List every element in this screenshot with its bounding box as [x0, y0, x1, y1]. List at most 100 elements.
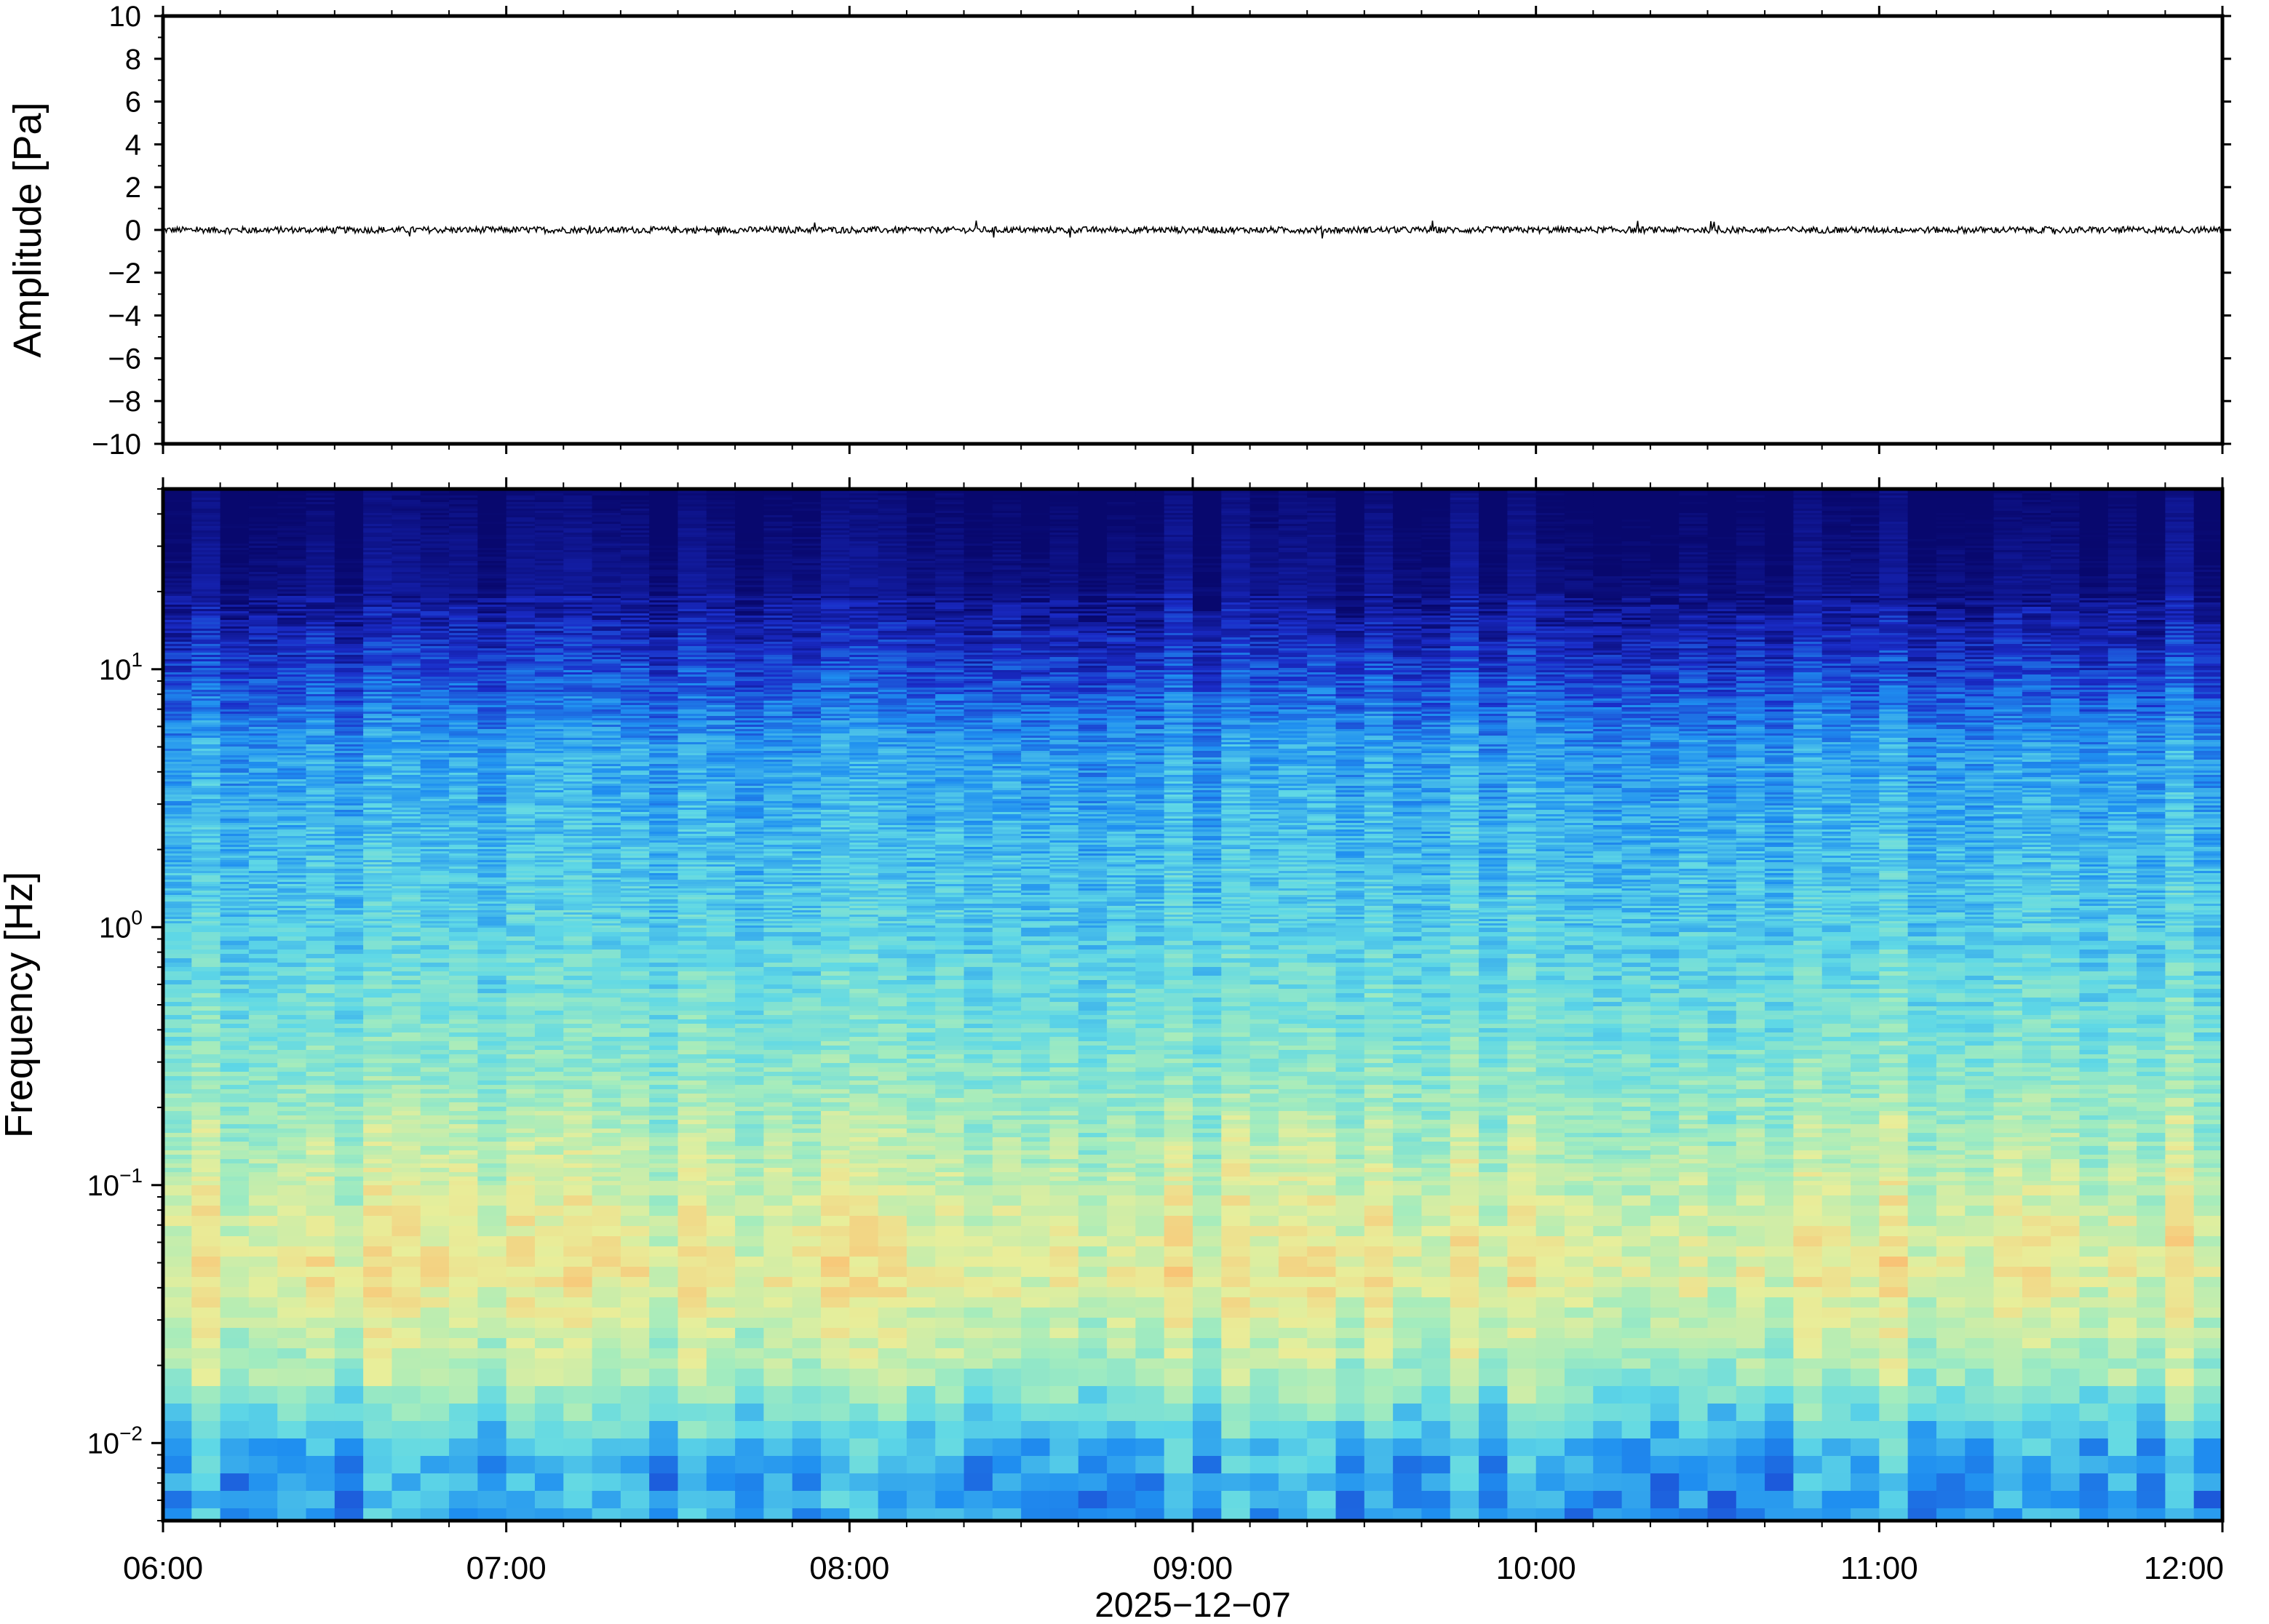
- spectrogram-cell: [449, 976, 478, 981]
- spectrogram-cell: [563, 1386, 592, 1404]
- spectrogram-cell: [421, 1024, 450, 1029]
- spectrogram-cell: [249, 1076, 278, 1081]
- spectrogram-cell: [421, 1094, 450, 1099]
- spectrogram-cell: [220, 1002, 250, 1007]
- spectrogram-cell: [563, 1142, 592, 1147]
- spectrogram-cell: [621, 1195, 650, 1206]
- spectrogram-cell: [621, 1129, 650, 1134]
- spectrogram-cell: [392, 993, 421, 998]
- spectrogram-cell: [363, 1146, 392, 1151]
- spectrogram-cell: [392, 1089, 421, 1094]
- spectrogram-cell: [621, 1019, 650, 1024]
- spectrogram-cell: [335, 1011, 364, 1016]
- spectrogram-cell: [477, 1133, 506, 1138]
- spectrogram-cell: [392, 1338, 421, 1349]
- spectrogram-cell: [621, 1181, 650, 1186]
- spectrogram-cell: [506, 1172, 536, 1177]
- spectrogram-cell: [220, 1338, 250, 1349]
- spectrogram-cell: [449, 928, 478, 933]
- spectrogram-cell: [506, 1185, 536, 1196]
- spectrogram-cell: [449, 936, 478, 942]
- spectrogram-cell: [506, 1059, 536, 1064]
- spectrogram-cell: [477, 945, 506, 950]
- spectrogram-cell: [621, 1006, 650, 1011]
- spectrogram-heatmap: [163, 489, 2223, 1527]
- spectrogram-cell: [363, 958, 392, 963]
- spectrogram-cell: [563, 1159, 592, 1164]
- spectrogram-cell: [249, 1348, 278, 1359]
- spectrogram-cell: [477, 1404, 506, 1422]
- spectrogram-cell: [163, 1491, 192, 1509]
- spectrogram-cell: [477, 932, 506, 937]
- spectrogram-cell: [249, 1072, 278, 1077]
- waveform-y-tick-label: −4: [108, 300, 141, 333]
- spectrogram-cell: [392, 1181, 421, 1186]
- spectrogram-cell: [535, 1155, 564, 1160]
- spectrogram-cell: [277, 1369, 306, 1387]
- spectrogram-cell: [191, 958, 220, 963]
- spectrogram-cell: [249, 1404, 278, 1422]
- spectrogram-cell: [477, 963, 506, 968]
- spectrogram-cell: [449, 1185, 478, 1196]
- spectrogram-cell: [563, 1111, 592, 1116]
- spectrogram-cell: [306, 1404, 335, 1422]
- spectrogram-cell: [392, 1246, 421, 1257]
- spectrogram-cell: [335, 1358, 364, 1369]
- spectrogram-cell: [306, 1277, 335, 1288]
- spectrogram-cell: [306, 993, 335, 998]
- spectrogram-cell: [392, 1163, 421, 1169]
- waveform-y-tick-label: 2: [125, 172, 141, 204]
- spectrogram-cell: [477, 1124, 506, 1129]
- spectrogram-cell: [477, 989, 506, 994]
- spectrogram-cell: [621, 1133, 650, 1138]
- spectrogram-cell: [449, 1216, 478, 1227]
- spectrogram-cell: [449, 932, 478, 937]
- spectrogram-cell: [449, 1102, 478, 1107]
- spectrogram-cell: [477, 1163, 506, 1169]
- spectrogram-cell: [506, 1137, 536, 1142]
- spectrogram-cell: [335, 1185, 364, 1196]
- spectrogram-cell: [220, 1046, 250, 1051]
- spectrogram-cell: [249, 1338, 278, 1349]
- spectrogram-cell: [191, 1098, 220, 1103]
- spectrogram-cell: [506, 1072, 536, 1077]
- spectrogram-cell: [535, 1124, 564, 1129]
- spectrogram-cell: [363, 1120, 392, 1125]
- spectrogram-cell: [421, 1067, 450, 1072]
- spectrogram-cell: [163, 989, 192, 994]
- spectrogram-cell: [363, 1236, 392, 1247]
- spectrogram-cell: [163, 1297, 192, 1308]
- spectrogram-cell: [191, 1257, 220, 1267]
- spectrogram-cell: [506, 1024, 536, 1029]
- spectrogram-cell: [335, 1195, 364, 1206]
- spectrogram-cell: [592, 967, 621, 972]
- spectrogram-cell: [477, 1111, 506, 1116]
- spectrogram-cell: [477, 1137, 506, 1142]
- spectrogram-cell: [277, 1185, 306, 1196]
- spectrogram-cell: [191, 1041, 220, 1046]
- spectrogram-cell: [363, 1137, 392, 1142]
- spectrogram-cell: [220, 963, 250, 968]
- waveform-y-tick-label: 0: [125, 215, 141, 247]
- spectrogram-cell: [592, 1226, 621, 1237]
- spectrogram-cell: [163, 1348, 192, 1359]
- spectrogram-cell: [421, 976, 450, 981]
- spectrogram-cell: [563, 1287, 592, 1298]
- spectrogram-cell: [277, 1067, 306, 1072]
- spectrogram-cell: [335, 1002, 364, 1007]
- spectrogram-cell: [535, 971, 564, 976]
- spectrogram-cell: [535, 1080, 564, 1086]
- spectrogram-cell: [621, 1142, 650, 1147]
- spectrogram-cell: [506, 1369, 536, 1387]
- spectrogram-cell: [306, 1028, 335, 1033]
- spectrogram-cell: [421, 932, 450, 937]
- spectrogram-cell: [163, 936, 192, 942]
- spectrogram-cell: [563, 1063, 592, 1068]
- spectrogram-cell: [335, 1438, 364, 1457]
- spectrogram-cell: [163, 1019, 192, 1024]
- spectrogram-cell: [306, 1155, 335, 1160]
- spectrogram-cell: [191, 1386, 220, 1404]
- spectrogram-cell: [621, 1307, 650, 1318]
- spectrogram-cell: [563, 941, 592, 946]
- spectrogram-cell: [306, 936, 335, 942]
